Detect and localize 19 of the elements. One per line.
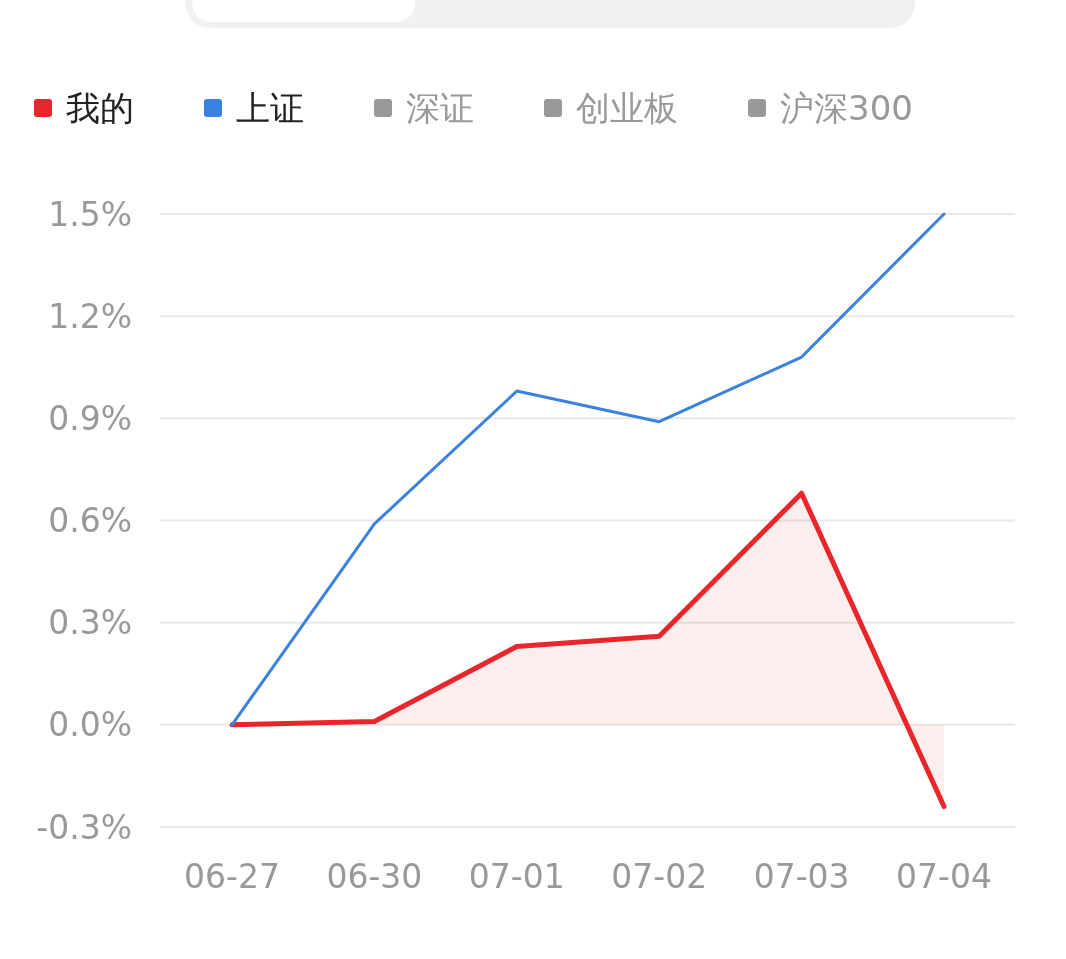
legend-label: 上证: [236, 88, 304, 128]
legend-label: 沪深300: [780, 88, 913, 128]
x-tick-label: 07-01: [468, 856, 565, 896]
y-tick-label: 0.6%: [48, 501, 132, 540]
x-tick-label: 06-27: [184, 856, 280, 896]
x-tick-label: 06-30: [326, 856, 423, 896]
legend-label: 深证: [406, 88, 474, 128]
x-tick-label: 07-04: [896, 856, 992, 896]
legend-label: 我的: [66, 88, 134, 128]
y-tick-label: -0.3%: [36, 807, 132, 847]
legend-label: 创业板: [576, 88, 678, 128]
y-tick-label: 0.9%: [48, 398, 132, 438]
y-tick-label: 1.5%: [48, 194, 132, 234]
x-tick-label: 07-02: [611, 856, 708, 896]
x-tick-label: 07-03: [753, 856, 850, 896]
y-tick-label: 0.3%: [48, 603, 132, 643]
y-tick-label: 1.2%: [48, 296, 132, 336]
line-series: [230, 212, 946, 727]
y-tick-label: 0.0%: [48, 705, 132, 745]
